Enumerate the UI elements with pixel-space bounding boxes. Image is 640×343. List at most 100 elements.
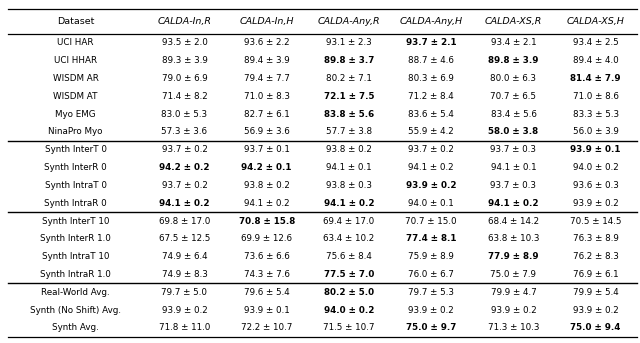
Text: 79.0 ± 6.9: 79.0 ± 6.9 [162,74,207,83]
Text: CALDA-In,H: CALDA-In,H [239,17,294,26]
Text: 71.2 ± 8.4: 71.2 ± 8.4 [408,92,454,101]
Text: 94.1 ± 0.1: 94.1 ± 0.1 [491,163,536,172]
Text: WISDM AT: WISDM AT [53,92,98,101]
Text: 93.9 ± 0.1: 93.9 ± 0.1 [244,306,290,315]
Text: 75.0 ± 9.4: 75.0 ± 9.4 [570,323,621,332]
Text: 93.8 ± 0.3: 93.8 ± 0.3 [326,181,372,190]
Text: 93.7 ± 0.2: 93.7 ± 0.2 [161,181,207,190]
Text: 93.7 ± 0.1: 93.7 ± 0.1 [244,145,290,154]
Text: 71.5 ± 10.7: 71.5 ± 10.7 [323,323,374,332]
Text: 89.8 ± 3.9: 89.8 ± 3.9 [488,56,539,65]
Text: 75.0 ± 9.7: 75.0 ± 9.7 [406,323,456,332]
Text: NinaPro Myo: NinaPro Myo [48,128,103,137]
Text: 93.9 ± 0.2: 93.9 ± 0.2 [573,306,618,315]
Text: 93.5 ± 2.0: 93.5 ± 2.0 [161,38,207,47]
Text: Myo EMG: Myo EMG [55,110,96,119]
Text: 57.7 ± 3.8: 57.7 ± 3.8 [326,128,372,137]
Text: UCI HAR: UCI HAR [57,38,94,47]
Text: 93.9 ± 0.2: 93.9 ± 0.2 [162,306,207,315]
Text: 69.9 ± 12.6: 69.9 ± 12.6 [241,234,292,243]
Text: 76.3 ± 8.9: 76.3 ± 8.9 [573,234,619,243]
Text: 67.5 ± 12.5: 67.5 ± 12.5 [159,234,210,243]
Text: 81.4 ± 7.9: 81.4 ± 7.9 [570,74,621,83]
Text: 94.2 ± 0.2: 94.2 ± 0.2 [159,163,210,172]
Text: 93.7 ± 0.2: 93.7 ± 0.2 [408,145,454,154]
Text: 63.8 ± 10.3: 63.8 ± 10.3 [488,234,539,243]
Text: 82.7 ± 6.1: 82.7 ± 6.1 [244,110,290,119]
Text: 80.2 ± 7.1: 80.2 ± 7.1 [326,74,372,83]
Text: 72.1 ± 7.5: 72.1 ± 7.5 [324,92,374,101]
Text: 79.7 ± 5.0: 79.7 ± 5.0 [161,288,207,297]
Text: 93.9 ± 0.2: 93.9 ± 0.2 [491,306,536,315]
Text: 71.0 ± 8.6: 71.0 ± 8.6 [573,92,619,101]
Text: 94.0 ± 0.2: 94.0 ± 0.2 [324,306,374,315]
Text: 93.4 ± 2.1: 93.4 ± 2.1 [491,38,536,47]
Text: 93.7 ± 0.2: 93.7 ± 0.2 [161,145,207,154]
Text: 89.3 ± 3.9: 89.3 ± 3.9 [161,56,207,65]
Text: Synth Avg.: Synth Avg. [52,323,99,332]
Text: 94.1 ± 0.2: 94.1 ± 0.2 [159,199,210,208]
Text: 94.1 ± 0.1: 94.1 ± 0.1 [326,163,372,172]
Text: WISDM AR: WISDM AR [52,74,99,83]
Text: 79.9 ± 4.7: 79.9 ± 4.7 [491,288,536,297]
Text: 71.8 ± 11.0: 71.8 ± 11.0 [159,323,210,332]
Text: Dataset: Dataset [57,17,94,26]
Text: Synth IntraR 0: Synth IntraR 0 [44,199,107,208]
Text: 93.9 ± 0.2: 93.9 ± 0.2 [406,181,456,190]
Text: 93.8 ± 0.2: 93.8 ± 0.2 [326,145,372,154]
Text: 83.6 ± 5.4: 83.6 ± 5.4 [408,110,454,119]
Text: 74.9 ± 8.3: 74.9 ± 8.3 [161,270,207,279]
Text: 94.1 ± 0.2: 94.1 ± 0.2 [488,199,539,208]
Text: 56.0 ± 3.9: 56.0 ± 3.9 [573,128,619,137]
Text: 75.6 ± 8.4: 75.6 ± 8.4 [326,252,372,261]
Text: Synth IntraR 1.0: Synth IntraR 1.0 [40,270,111,279]
Text: 93.7 ± 0.3: 93.7 ± 0.3 [490,181,536,190]
Text: 71.3 ± 10.3: 71.3 ± 10.3 [488,323,539,332]
Text: 69.4 ± 17.0: 69.4 ± 17.0 [323,216,374,226]
Text: 94.0 ± 0.1: 94.0 ± 0.1 [408,199,454,208]
Text: 75.9 ± 8.9: 75.9 ± 8.9 [408,252,454,261]
Text: 94.2 ± 0.1: 94.2 ± 0.1 [241,163,292,172]
Text: 76.9 ± 6.1: 76.9 ± 6.1 [573,270,618,279]
Text: 79.4 ± 7.7: 79.4 ± 7.7 [244,74,290,83]
Text: 79.9 ± 5.4: 79.9 ± 5.4 [573,288,618,297]
Text: 70.5 ± 14.5: 70.5 ± 14.5 [570,216,621,226]
Text: CALDA-XS,H: CALDA-XS,H [567,17,625,26]
Text: 77.9 ± 8.9: 77.9 ± 8.9 [488,252,539,261]
Text: 74.9 ± 6.4: 74.9 ± 6.4 [162,252,207,261]
Text: 94.0 ± 0.2: 94.0 ± 0.2 [573,163,618,172]
Text: UCI HHAR: UCI HHAR [54,56,97,65]
Text: 83.0 ± 5.3: 83.0 ± 5.3 [161,110,207,119]
Text: 70.7 ± 6.5: 70.7 ± 6.5 [490,92,536,101]
Text: 56.9 ± 3.6: 56.9 ± 3.6 [244,128,290,137]
Text: Synth InterR 0: Synth InterR 0 [44,163,107,172]
Text: Synth InterR 1.0: Synth InterR 1.0 [40,234,111,243]
Text: 75.0 ± 7.9: 75.0 ± 7.9 [490,270,536,279]
Text: 93.8 ± 0.2: 93.8 ± 0.2 [244,181,290,190]
Text: 77.4 ± 8.1: 77.4 ± 8.1 [406,234,456,243]
Text: 71.4 ± 8.2: 71.4 ± 8.2 [162,92,207,101]
Text: 70.7 ± 15.0: 70.7 ± 15.0 [405,216,457,226]
Text: 70.8 ± 15.8: 70.8 ± 15.8 [239,216,295,226]
Text: 76.0 ± 6.7: 76.0 ± 6.7 [408,270,454,279]
Text: Real-World Avg.: Real-World Avg. [41,288,110,297]
Text: 68.4 ± 14.2: 68.4 ± 14.2 [488,216,539,226]
Text: 89.4 ± 3.9: 89.4 ± 3.9 [244,56,290,65]
Text: 58.0 ± 3.8: 58.0 ± 3.8 [488,128,538,137]
Text: 94.1 ± 0.2: 94.1 ± 0.2 [408,163,454,172]
Text: CALDA-Any,R: CALDA-Any,R [317,17,380,26]
Text: 93.6 ± 0.3: 93.6 ± 0.3 [573,181,619,190]
Text: Synth IntraT 10: Synth IntraT 10 [42,252,109,261]
Text: 93.1 ± 2.3: 93.1 ± 2.3 [326,38,372,47]
Text: 71.0 ± 8.3: 71.0 ± 8.3 [244,92,290,101]
Text: 57.3 ± 3.6: 57.3 ± 3.6 [161,128,207,137]
Text: 88.7 ± 4.6: 88.7 ± 4.6 [408,56,454,65]
Text: 94.1 ± 0.2: 94.1 ± 0.2 [244,199,289,208]
Text: 79.6 ± 5.4: 79.6 ± 5.4 [244,288,290,297]
Text: 79.7 ± 5.3: 79.7 ± 5.3 [408,288,454,297]
Text: 80.3 ± 6.9: 80.3 ± 6.9 [408,74,454,83]
Text: 80.2 ± 5.0: 80.2 ± 5.0 [324,288,374,297]
Text: 76.2 ± 8.3: 76.2 ± 8.3 [573,252,619,261]
Text: 94.1 ± 0.2: 94.1 ± 0.2 [324,199,374,208]
Text: CALDA-XS,R: CALDA-XS,R [484,17,542,26]
